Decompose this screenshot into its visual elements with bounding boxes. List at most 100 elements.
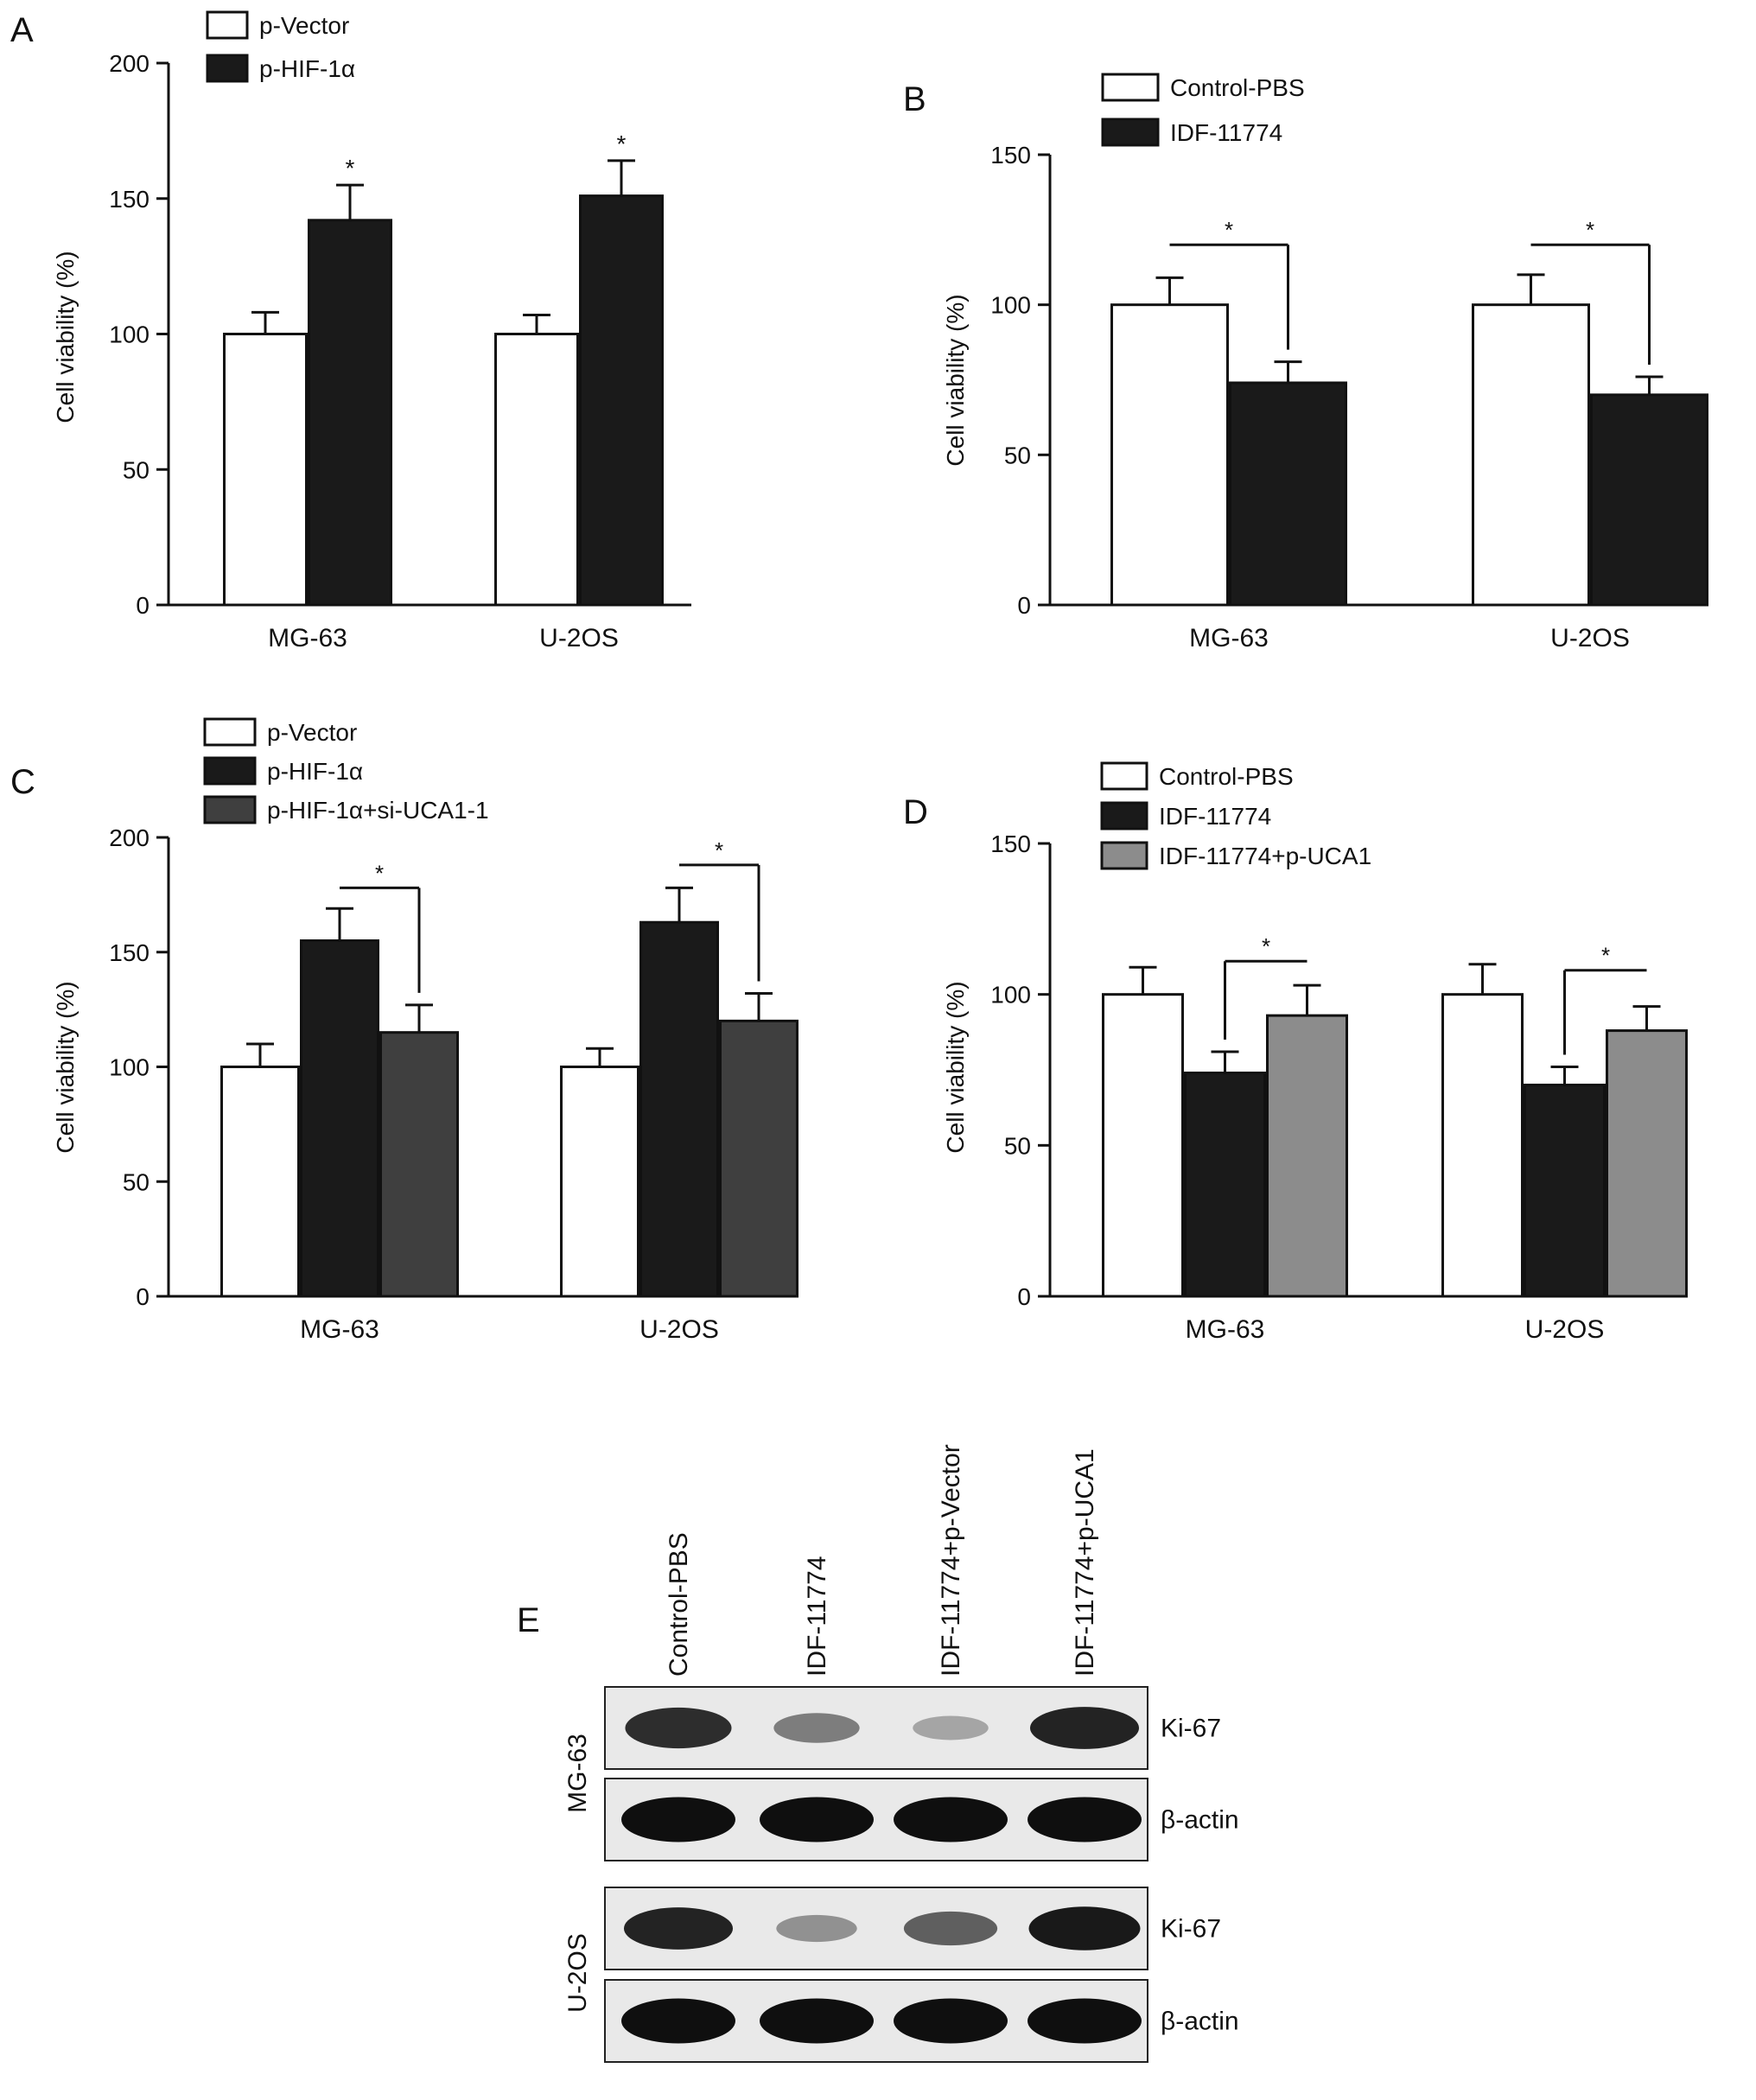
x-tick-label: U-2OS	[1550, 624, 1630, 652]
protein-label: Ki-67	[1161, 1915, 1221, 1944]
panel-b: B 0 50 100 150 Cell viability (%) MG-63 U-2OS * *…	[903, 73, 1708, 652]
x-tick-label: MG-63	[1186, 1315, 1265, 1344]
y-axis-label: Cell viability (%)	[942, 294, 969, 466]
lane-label: Control-PBS	[665, 1532, 693, 1677]
bar	[719, 1019, 798, 1298]
x-tick-label: MG-63	[268, 624, 347, 652]
blot-band	[913, 1715, 989, 1740]
blot-band	[894, 1998, 1008, 2044]
bar	[560, 1066, 639, 1298]
panel-d: D 0 50 100 150 Cell viability (%) MG-63 U-2OS * *…	[903, 761, 1688, 1344]
y-axis-label: Cell viability (%)	[942, 981, 969, 1153]
blot-band	[773, 1713, 860, 1743]
legend-label: p-Vector	[259, 12, 349, 39]
blot-band	[621, 1797, 735, 1842]
significance-star: *	[1225, 217, 1233, 243]
legend-swatch	[203, 717, 257, 747]
y-tick-label: 150	[109, 186, 150, 213]
cell-line-label: U-2OS	[563, 1933, 592, 2013]
y-tick-label: 50	[123, 456, 150, 483]
bar	[579, 194, 664, 607]
blot-band	[760, 1797, 874, 1842]
panel-letter: A	[10, 11, 34, 49]
significance-star: *	[375, 860, 384, 886]
bar	[1110, 303, 1229, 607]
legend-label: p-HIF-1α	[267, 758, 363, 785]
blot-band	[1028, 1906, 1141, 1950]
y-tick-label: 150	[990, 830, 1031, 857]
blot-band	[776, 1914, 857, 1943]
legend-label: IDF-11774+p-UCA1	[1159, 843, 1371, 869]
panel-e: E Control-PBS IDF-11774 IDF-11774+p-Vector I…	[517, 1444, 1239, 2063]
significance-star: *	[1586, 217, 1594, 243]
y-tick-label: 200	[109, 50, 150, 77]
bar	[308, 219, 392, 607]
panel-a: A 0 50 100 150 200 Cell viability (%) MG-63 U-2O…	[10, 10, 691, 652]
y-tick-label: 150	[109, 939, 150, 966]
blot-band	[1029, 1707, 1140, 1749]
blot-band	[1028, 1797, 1142, 1842]
bar	[1524, 1083, 1606, 1298]
legend-swatch	[203, 795, 257, 824]
y-tick-label: 100	[109, 1054, 150, 1081]
legend-label: Control-PBS	[1159, 763, 1294, 790]
legend-label: Control-PBS	[1170, 74, 1305, 101]
y-tick-label: 0	[1017, 1283, 1031, 1310]
legend-label: IDF-11774	[1159, 803, 1271, 830]
legend-swatch	[1101, 73, 1160, 102]
legend-swatch	[1100, 841, 1148, 870]
blot-band	[760, 1998, 874, 2044]
bar	[1441, 993, 1524, 1298]
bar	[1606, 1029, 1688, 1298]
y-tick-label: 50	[1004, 442, 1031, 468]
legend-label: p-HIF-1α	[259, 55, 355, 82]
y-axis-label: Cell viability (%)	[52, 251, 79, 423]
panel-letter: D	[903, 793, 928, 831]
x-tick-label: U-2OS	[639, 1315, 719, 1344]
x-tick-label: U-2OS	[539, 624, 619, 652]
x-tick-label: MG-63	[300, 1315, 379, 1344]
significance-star: *	[1601, 943, 1610, 969]
y-tick-label: 0	[136, 1283, 150, 1310]
y-axis-label: Cell viability (%)	[52, 981, 79, 1153]
legend-swatch	[206, 10, 249, 40]
bar	[494, 333, 579, 607]
bar	[379, 1031, 459, 1298]
panel-letter: C	[10, 763, 35, 801]
legend-label: p-HIF-1α+si-UCA1-1	[267, 797, 489, 824]
legend-swatch	[1100, 801, 1148, 830]
significance-star: *	[617, 130, 627, 157]
lane-label: IDF-11774	[803, 1556, 831, 1677]
bar	[1229, 381, 1347, 607]
cell-line-label: MG-63	[563, 1734, 592, 1813]
legend-swatch	[1101, 118, 1160, 147]
y-tick-label: 150	[990, 142, 1031, 169]
bar	[1102, 993, 1184, 1298]
blot-band	[894, 1797, 1008, 1842]
bar	[1472, 303, 1590, 607]
blot-band	[1028, 1998, 1142, 2044]
bar	[1590, 393, 1708, 607]
y-tick-label: 100	[990, 292, 1031, 319]
blot-band	[623, 1907, 734, 1950]
blot-band	[621, 1998, 735, 2044]
legend-swatch	[1100, 761, 1148, 791]
x-tick-label: MG-63	[1189, 624, 1269, 652]
legend-label: IDF-11774	[1170, 119, 1282, 146]
y-tick-label: 100	[990, 982, 1031, 1009]
protein-label: β-actin	[1161, 1806, 1239, 1835]
y-tick-label: 0	[1017, 592, 1031, 619]
bar	[220, 1066, 300, 1298]
y-tick-label: 50	[123, 1168, 150, 1195]
y-tick-label: 0	[136, 592, 150, 619]
y-tick-label: 100	[109, 321, 150, 348]
bar	[223, 333, 308, 607]
bar	[1184, 1071, 1266, 1298]
blot-band	[625, 1707, 732, 1749]
x-tick-label: U-2OS	[1525, 1315, 1605, 1344]
significance-star: *	[1262, 933, 1270, 959]
panel-letter: E	[517, 1601, 540, 1639]
protein-label: β-actin	[1161, 2008, 1239, 2036]
bar	[300, 939, 379, 1298]
